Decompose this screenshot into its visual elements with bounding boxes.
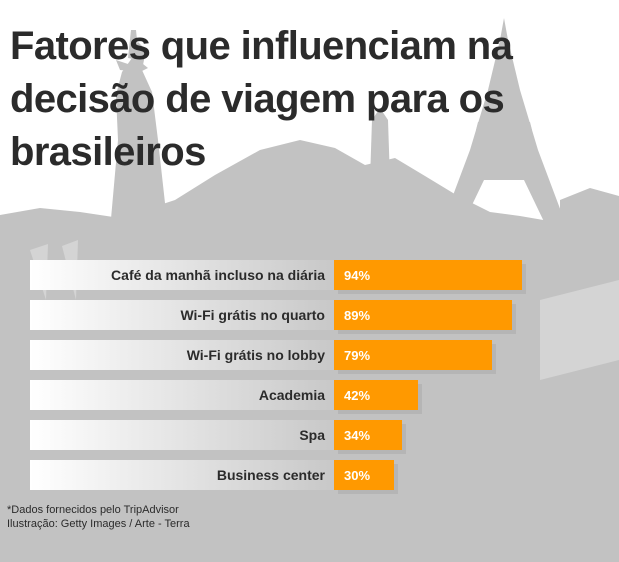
bar <box>334 420 402 450</box>
bar <box>334 300 512 330</box>
value-label: 42% <box>344 388 370 403</box>
bar-label-background <box>30 460 334 490</box>
category-label: Academia <box>259 387 325 403</box>
category-label: Spa <box>299 427 325 443</box>
source-note: *Dados fornecidos pelo TripAdvisor <box>7 504 179 516</box>
category-label: Café da manhã incluso na diária <box>111 267 325 283</box>
bar-label-background <box>30 340 334 370</box>
value-label: 34% <box>344 428 370 443</box>
value-label: 79% <box>344 348 370 363</box>
bar <box>334 460 394 490</box>
category-label: Business center <box>217 467 326 483</box>
value-label: 94% <box>344 268 370 283</box>
bar-label-background <box>30 300 334 330</box>
footnote: *Dados fornecidos pelo TripAdvisor Ilust… <box>7 503 190 531</box>
bar <box>334 260 522 290</box>
value-label: 89% <box>344 308 370 323</box>
bar-label-background <box>30 380 334 410</box>
bar-label-background <box>30 260 334 290</box>
bar-chart: Café da manhã incluso na diária 94% Wi-Fi … <box>30 260 526 494</box>
bar <box>334 340 492 370</box>
bar <box>334 380 418 410</box>
image-credit: Ilustração: Getty Images / Arte - Terra <box>7 518 190 530</box>
value-label: 30% <box>344 468 370 483</box>
category-label: Wi-Fi grátis no quarto <box>180 307 325 323</box>
bar-label-background <box>30 420 334 450</box>
chart-title: Fatores que influenciam na decisão de vi… <box>10 24 513 174</box>
category-label: Wi-Fi grátis no lobby <box>187 347 326 363</box>
